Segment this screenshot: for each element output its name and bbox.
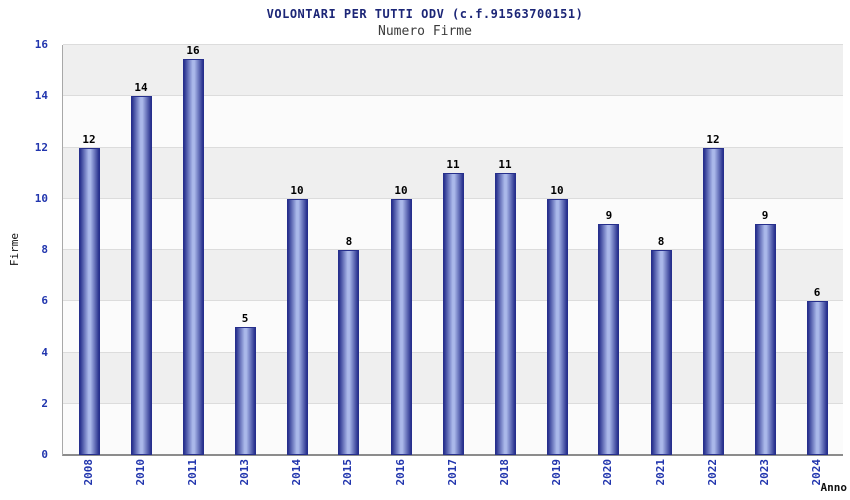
bar	[390, 198, 412, 455]
plot-area: 12 14 16 5 10 8 10 11 11 10 9 8 12 9 6	[62, 44, 843, 456]
bar	[182, 59, 204, 455]
bar	[78, 147, 100, 455]
gridline	[63, 95, 843, 97]
x-tick-label: 2020	[601, 459, 615, 486]
x-tick-label: 2018	[497, 459, 511, 486]
bar	[234, 326, 256, 455]
y-axis: 0 2 4 6 8 10 12 14 16	[0, 38, 56, 461]
bar	[754, 224, 776, 455]
chart-title: VOLONTARI PER TUTTI ODV (c.f.91563700151…	[266, 7, 584, 21]
bar-slot: 10	[271, 45, 323, 455]
y-tick-label: 12	[34, 140, 48, 154]
bar-slot: 9	[739, 45, 791, 455]
bar	[650, 250, 672, 455]
bar-value-label: 16	[186, 44, 200, 57]
bar-value-label: 11	[498, 158, 512, 172]
bar	[806, 301, 828, 455]
x-tick-label: 2017	[445, 459, 459, 486]
x-tick-label: 2019	[549, 459, 563, 486]
bar-value-label: 10	[394, 183, 408, 197]
bar-value-label: 10	[550, 183, 564, 197]
bar-slot: 11	[427, 45, 479, 455]
bar-slot: 9	[583, 45, 635, 455]
x-tick-label: 2022	[705, 459, 719, 486]
bar-value-label: 8	[657, 235, 665, 248]
x-tick-label: 2011	[185, 459, 199, 486]
bar-slot: 12	[63, 45, 115, 455]
y-tick-label: 10	[34, 191, 48, 205]
x-tick-label: 2008	[81, 459, 95, 486]
bar-slot: 5	[219, 45, 271, 455]
bar	[494, 173, 516, 455]
x-tick-label: 2010	[133, 459, 147, 486]
x-tick-label: 2015	[341, 459, 355, 486]
bar-value-label: 6	[813, 286, 821, 300]
bar-value-label: 5	[241, 311, 249, 325]
y-tick-label: 2	[41, 396, 48, 410]
bar	[130, 96, 152, 455]
bar-value-label: 14	[134, 81, 148, 95]
x-tick-label: 2016	[393, 459, 407, 486]
bar-slot: 11	[479, 45, 531, 455]
x-axis: 2008 2010 2011 2013 2014 2015 2016 2017 2018 2019…	[62, 456, 842, 498]
x-axis-label: Anno	[820, 481, 848, 494]
bar-slot: 8	[635, 45, 687, 455]
bar-value-label: 8	[345, 235, 353, 248]
bar-slot: 6	[791, 45, 843, 455]
bar	[546, 198, 568, 455]
gridline	[63, 44, 843, 45]
bar-value-label: 10	[290, 183, 304, 197]
bar-slot: 8	[323, 45, 375, 455]
bar	[286, 198, 308, 455]
bar-value-label: 11	[446, 158, 460, 172]
chart-subtitle: Numero Firme	[378, 24, 472, 39]
bar-value-label: 12	[706, 132, 720, 146]
x-tick-label: 2021	[653, 459, 667, 486]
y-tick-label: 0	[41, 448, 48, 461]
bar-value-label: 12	[82, 132, 96, 146]
bar	[702, 147, 724, 455]
bar-slot: 10	[531, 45, 583, 455]
bar	[338, 250, 360, 455]
x-tick-label: 2013	[237, 459, 251, 486]
bar-slot: 16	[167, 45, 219, 455]
y-tick-label: 6	[41, 294, 48, 308]
y-tick-label: 4	[41, 345, 48, 359]
y-tick-label: 8	[41, 243, 48, 256]
x-tick-label: 2014	[289, 459, 303, 486]
bar-value-label: 9	[761, 209, 769, 223]
bar-slot: 14	[115, 45, 167, 455]
bar-value-label: 9	[605, 209, 613, 223]
y-tick-label: 14	[34, 89, 48, 103]
bar	[598, 224, 620, 455]
x-tick-label: 2023	[757, 459, 771, 486]
gridline	[63, 146, 843, 148]
bar-slot: 10	[375, 45, 427, 455]
bar	[442, 173, 464, 455]
bar-slot: 12	[687, 45, 739, 455]
y-tick-label: 16	[34, 38, 48, 51]
